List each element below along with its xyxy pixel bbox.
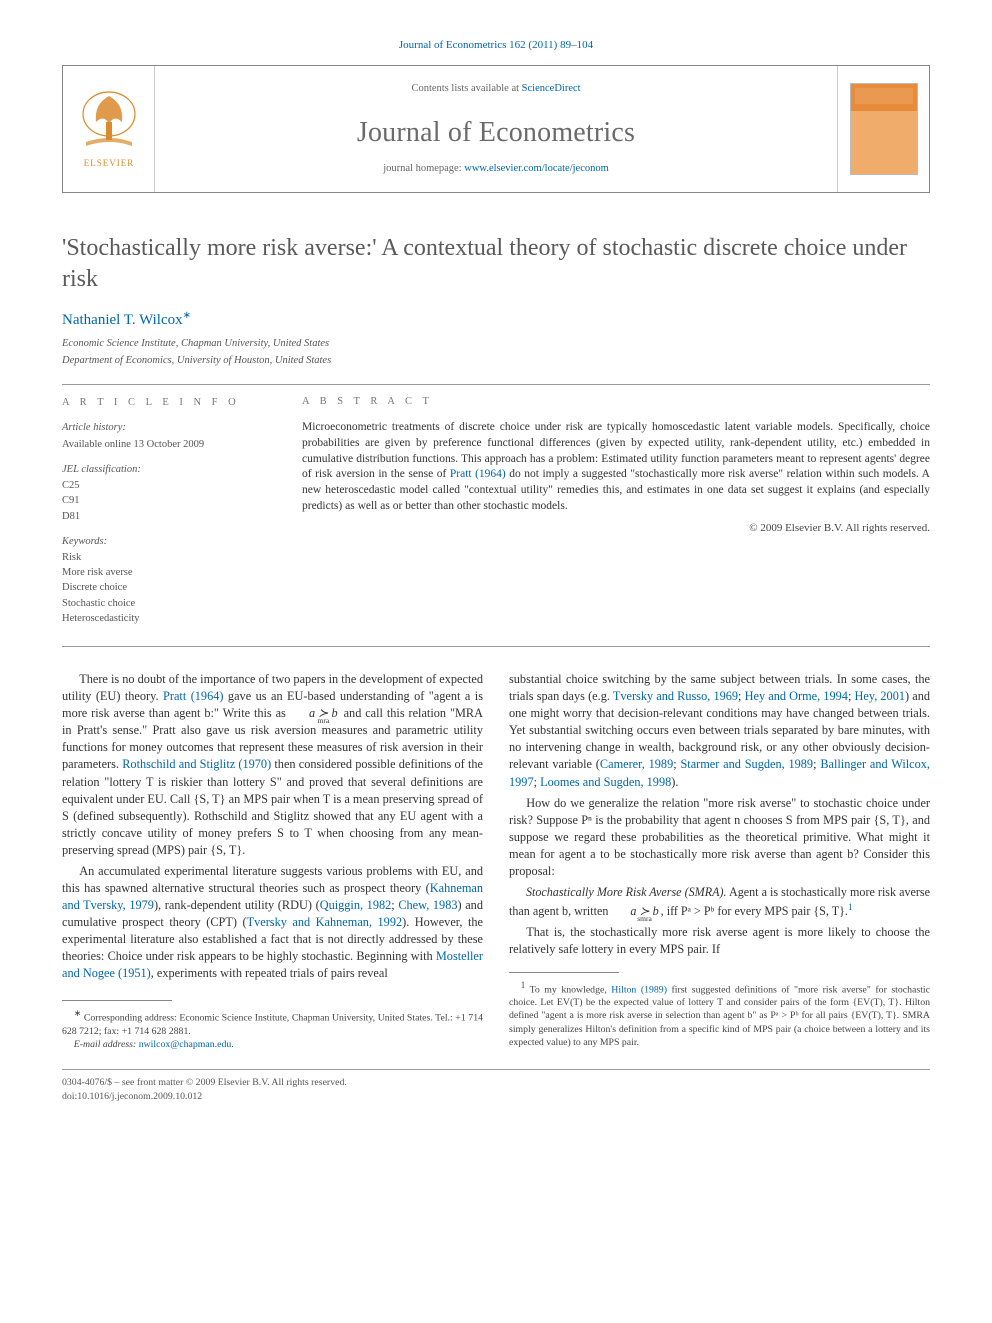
keyword: Discrete choice	[62, 580, 272, 595]
intro-para-3: substantial choice switching by the same…	[509, 671, 930, 791]
cite-starmer-sugden-1989[interactable]: Starmer and Sugden, 1989	[680, 757, 813, 771]
smra-proposal: Stochastically More Risk Averse (SMRA). …	[509, 884, 930, 920]
article-info-header: A R T I C L E I N F O	[62, 395, 272, 410]
jel-code: C91	[62, 493, 272, 508]
text: then considered possible definitions of …	[62, 757, 483, 856]
text: , iff Pᵃ > Pᵇ for every MPS pair {S, T}.	[661, 904, 848, 918]
cite-pratt-1964[interactable]: Pratt (1964)	[450, 468, 506, 480]
intro-para-5: That is, the stochastically more risk av…	[509, 924, 930, 958]
email-link[interactable]: nwilcox@chapman.edu	[139, 1039, 232, 1050]
affiliation-2: Department of Economics, University of H…	[62, 354, 930, 369]
relation-sub: mra	[300, 716, 329, 726]
homepage-link[interactable]: www.elsevier.com/locate/jeconom	[464, 163, 609, 174]
cite-hey-2001[interactable]: Hey, 2001	[855, 689, 906, 703]
jel-code: C25	[62, 478, 272, 493]
abstract-copyright: © 2009 Elsevier B.V. All rights reserved…	[302, 521, 930, 536]
article-title: 'Stochastically more risk averse:' A con…	[62, 233, 930, 294]
homepage-line: journal homepage: www.elsevier.com/locat…	[155, 162, 837, 177]
keyword: Risk	[62, 550, 272, 565]
doi-line: doi:10.1016/j.jeconom.2009.10.012	[62, 1090, 347, 1104]
cite-tversky-russo-1969[interactable]: Tversky and Russo, 1969	[613, 689, 738, 703]
footer-left: 0304-4076/$ – see front matter © 2009 El…	[62, 1076, 347, 1103]
footnote-1: 1 To my knowledge, Hilton (1989) first s…	[509, 979, 930, 1049]
keyword: Heteroscedasticity	[62, 611, 272, 626]
relation-smra: a ≻ bsmra	[611, 903, 660, 920]
publisher-logo-cell: ELSEVIER	[63, 66, 155, 192]
proposal-name: Stochastically More Risk Averse (SMRA).	[526, 885, 727, 899]
meta-row: A R T I C L E I N F O Article history: A…	[62, 395, 930, 626]
page-footer: 0304-4076/$ – see front matter © 2009 El…	[62, 1076, 930, 1103]
text: ), rank-dependent utility (RDU) (	[154, 898, 320, 912]
abstract-body: Microeconometric treatments of discrete …	[302, 420, 930, 515]
text: An accumulated experimental literature s…	[62, 864, 483, 895]
corresp-mark: ∗	[183, 310, 191, 321]
author-name[interactable]: Nathaniel T. Wilcox	[62, 312, 183, 328]
text: .	[231, 1039, 233, 1050]
keywords-label: Keywords:	[62, 534, 272, 549]
keyword: Stochastic choice	[62, 596, 272, 611]
cite-loomes-sugden-1998[interactable]: Loomes and Sugden, 1998	[540, 775, 671, 789]
intro-para-1: There is no doubt of the importance of t…	[62, 671, 483, 859]
relation-sub: smra	[620, 914, 652, 924]
cite-hilton-1989[interactable]: Hilton (1989)	[611, 984, 667, 995]
history-date: Available online 13 October 2009	[62, 437, 272, 452]
footer-rule	[62, 1069, 930, 1070]
contents-prefix: Contents lists available at	[411, 83, 521, 94]
sciencedirect-link[interactable]: ScienceDirect	[522, 83, 581, 94]
history-label: Article history:	[62, 420, 272, 435]
cite-camerer-1989[interactable]: Camerer, 1989	[600, 757, 673, 771]
cite-rothschild-stiglitz-1970[interactable]: Rothschild and Stiglitz (1970)	[122, 757, 271, 771]
intro-para-2: An accumulated experimental literature s…	[62, 863, 483, 983]
text: Corresponding address: Economic Science …	[62, 1013, 483, 1037]
text: , experiments with repeated trials of pa…	[151, 966, 388, 980]
abstract-header: A B S T R A C T	[302, 395, 930, 410]
email-label: E-mail address:	[74, 1039, 139, 1050]
cover-cell	[837, 66, 929, 192]
text: To my knowledge,	[525, 984, 611, 995]
cite-tversky-kahneman-1992[interactable]: Tversky and Kahneman, 1992	[247, 915, 403, 929]
journal-cover-thumb	[850, 83, 918, 175]
article-info: A R T I C L E I N F O Article history: A…	[62, 395, 272, 626]
right-footnote-block: 1 To my knowledge, Hilton (1989) first s…	[509, 972, 930, 1049]
homepage-prefix: journal homepage:	[383, 163, 464, 174]
journal-name: Journal of Econometrics	[155, 113, 837, 152]
cite-pratt-1964[interactable]: Pratt (1964)	[163, 689, 223, 703]
footnote-corresp: ∗ Corresponding address: Economic Scienc…	[62, 1007, 483, 1038]
text: ).	[671, 775, 678, 789]
divider	[62, 384, 930, 385]
jel-label: JEL classification:	[62, 462, 272, 477]
relation-mra: a ≻ bmra	[290, 705, 340, 722]
left-footnote-block: ∗ Corresponding address: Economic Scienc…	[62, 1000, 483, 1051]
contents-line: Contents lists available at ScienceDirec…	[155, 82, 837, 97]
divider	[62, 646, 930, 647]
footnote-email: E-mail address: nwilcox@chapman.edu.	[62, 1038, 483, 1051]
cite-quiggin-1982[interactable]: Quiggin, 1982	[320, 898, 392, 912]
affiliation-1: Economic Science Institute, Chapman Univ…	[62, 337, 930, 352]
issn-line: 0304-4076/$ – see front matter © 2009 El…	[62, 1076, 347, 1090]
footnote-ref-1[interactable]: 1	[848, 902, 853, 912]
keyword: More risk averse	[62, 565, 272, 580]
masthead: ELSEVIER Contents lists available at Sci…	[62, 65, 930, 193]
body-columns: There is no doubt of the importance of t…	[62, 671, 930, 1051]
cite-chew-1983[interactable]: Chew, 1983	[398, 898, 457, 912]
abstract-block: A B S T R A C T Microeconometric treatme…	[302, 395, 930, 626]
jel-code: D81	[62, 509, 272, 524]
svg-text:ELSEVIER: ELSEVIER	[83, 158, 134, 168]
journal-reference: Journal of Econometrics 162 (2011) 89–10…	[62, 38, 930, 53]
intro-para-4: How do we generalize the relation "more …	[509, 795, 930, 880]
footnote-rule	[62, 1000, 172, 1001]
elsevier-tree-logo: ELSEVIER	[74, 84, 144, 174]
footnote-rule	[509, 972, 619, 973]
author-line: Nathaniel T. Wilcox∗	[62, 309, 930, 331]
masthead-center: Contents lists available at ScienceDirec…	[155, 66, 837, 192]
cite-hey-orme-1994[interactable]: Hey and Orme, 1994	[745, 689, 848, 703]
